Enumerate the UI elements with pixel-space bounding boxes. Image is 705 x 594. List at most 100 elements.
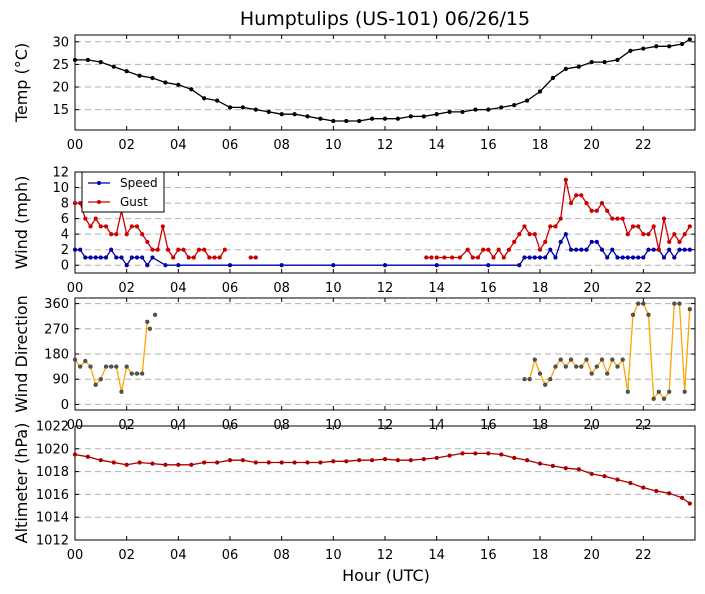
- series-line: [74, 452, 691, 505]
- x-tick-label: 06: [222, 138, 239, 153]
- data-point: [78, 247, 83, 252]
- data-point: [369, 458, 375, 463]
- data-point: [499, 105, 504, 110]
- data-point: [163, 462, 168, 467]
- data-point: [305, 114, 310, 119]
- data-point: [189, 462, 194, 467]
- data-point: [475, 255, 481, 260]
- data-point: [137, 460, 142, 465]
- data-point: [160, 224, 165, 229]
- data-point: [574, 364, 579, 369]
- data-point: [563, 232, 568, 237]
- legend-box: [81, 171, 165, 213]
- data-point: [579, 364, 584, 369]
- panel-3: 090180270360000204060810121416182022Wind…: [12, 295, 696, 433]
- x-tick-label: 16: [480, 138, 497, 153]
- y-axis-label: Wind Direction: [12, 295, 31, 413]
- data-point: [563, 177, 568, 182]
- data-point: [687, 247, 692, 252]
- data-point: [72, 247, 78, 252]
- data-point: [667, 239, 672, 245]
- data-point: [408, 114, 413, 119]
- data-point: [553, 224, 558, 229]
- data-point: [305, 460, 310, 465]
- y-tick-label: 270: [44, 322, 69, 337]
- data-point: [641, 46, 646, 51]
- data-point: [140, 232, 145, 237]
- data-point: [563, 466, 568, 471]
- x-tick-label: 10: [325, 281, 342, 296]
- data-point: [553, 255, 558, 260]
- data-point: [641, 301, 646, 306]
- data-point: [408, 458, 413, 463]
- data-point: [421, 114, 426, 119]
- data-point: [620, 357, 625, 362]
- data-point: [579, 193, 584, 198]
- data-point: [88, 255, 93, 260]
- data-point: [98, 377, 103, 382]
- data-point: [486, 107, 491, 112]
- data-point: [129, 255, 134, 260]
- data-point: [667, 491, 672, 496]
- data-point: [527, 377, 532, 382]
- data-point: [114, 255, 119, 260]
- data-point: [687, 307, 692, 312]
- data-point: [610, 357, 615, 362]
- y-tick-label: 1022: [36, 420, 69, 435]
- data-point: [532, 357, 537, 362]
- data-point: [279, 460, 284, 465]
- data-point: [625, 255, 630, 260]
- data-point: [661, 216, 667, 221]
- data-point: [527, 232, 532, 237]
- data-point: [98, 255, 103, 260]
- data-point: [72, 57, 78, 63]
- series-line: [524, 302, 691, 401]
- data-point: [357, 118, 362, 124]
- data-point: [524, 98, 530, 103]
- data-point: [227, 458, 233, 463]
- data-point: [522, 377, 527, 382]
- data-point: [134, 371, 140, 376]
- legend-label: Gust: [120, 195, 148, 209]
- data-point: [292, 460, 297, 465]
- data-point: [501, 255, 506, 260]
- data-point: [85, 454, 91, 459]
- data-point: [457, 255, 463, 260]
- data-point: [434, 263, 439, 268]
- data-point: [646, 312, 651, 317]
- data-point: [568, 357, 574, 362]
- data-point: [434, 255, 439, 260]
- data-point: [563, 66, 568, 72]
- x-tick-label: 16: [480, 548, 497, 563]
- data-point: [111, 460, 116, 465]
- data-point: [677, 239, 682, 245]
- data-point: [103, 364, 109, 369]
- x-tick-label: 00: [67, 281, 84, 296]
- data-point: [176, 263, 181, 268]
- data-point: [496, 247, 501, 252]
- data-point: [563, 364, 568, 369]
- y-tick-label: 0: [61, 259, 69, 274]
- data-point: [641, 485, 646, 490]
- data-point: [145, 263, 150, 268]
- data-point: [109, 232, 114, 237]
- data-point: [646, 232, 651, 237]
- data-point: [589, 239, 594, 245]
- data-point: [568, 200, 574, 206]
- x-tick-label: 18: [532, 281, 549, 296]
- series-line: [75, 38, 691, 122]
- data-point: [636, 301, 641, 306]
- data-point: [202, 96, 207, 101]
- data-point: [434, 455, 439, 461]
- data-point: [217, 255, 222, 260]
- data-point: [630, 312, 636, 317]
- data-point: [109, 364, 114, 369]
- data-point: [636, 255, 641, 260]
- data-point: [214, 98, 220, 103]
- y-tick-label: 12: [52, 166, 69, 181]
- data-point: [227, 263, 233, 268]
- data-point: [85, 57, 91, 63]
- data-point: [656, 389, 661, 394]
- data-point: [672, 301, 677, 306]
